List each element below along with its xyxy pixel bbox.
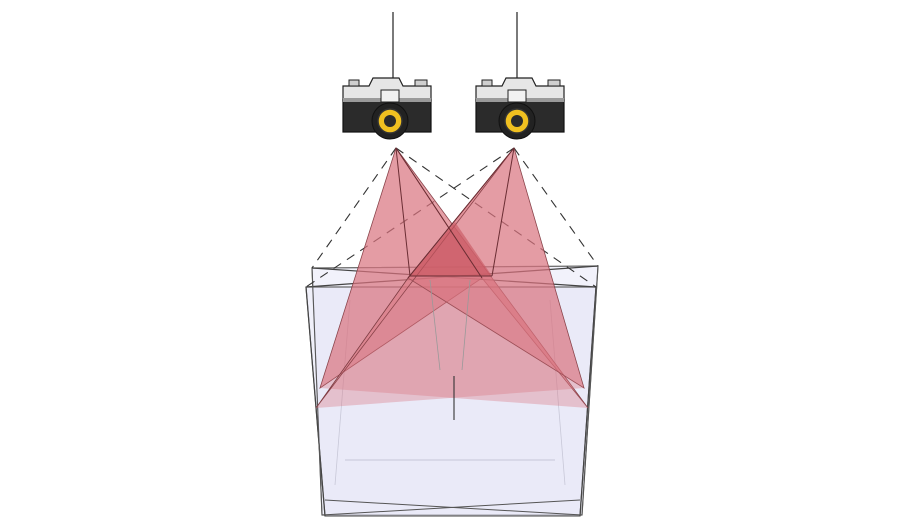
frustum-edge <box>407 147 515 279</box>
frustum-edge <box>395 147 411 277</box>
volume-left-edge-2 <box>311 267 323 516</box>
sight-line <box>395 147 597 288</box>
guide-line <box>429 279 441 371</box>
sight-line <box>513 147 599 267</box>
frustum-edge <box>491 147 515 277</box>
sight-lines <box>305 147 599 288</box>
sight-line <box>305 147 515 288</box>
volume-right-edge <box>579 286 597 517</box>
frustum-right-face-c <box>316 148 584 408</box>
frustum-edges <box>395 147 515 279</box>
camera-icon <box>342 77 432 140</box>
volume-left-edge <box>305 286 326 517</box>
guide-line <box>461 279 471 371</box>
frustum-edge <box>395 147 483 279</box>
sight-line <box>311 147 397 269</box>
camera-icon <box>475 77 565 140</box>
volume-bottom-edge-b <box>324 499 583 516</box>
volume-right-edge-2 <box>581 265 599 516</box>
guide-lines <box>429 279 471 420</box>
frustum-right <box>315 147 585 409</box>
